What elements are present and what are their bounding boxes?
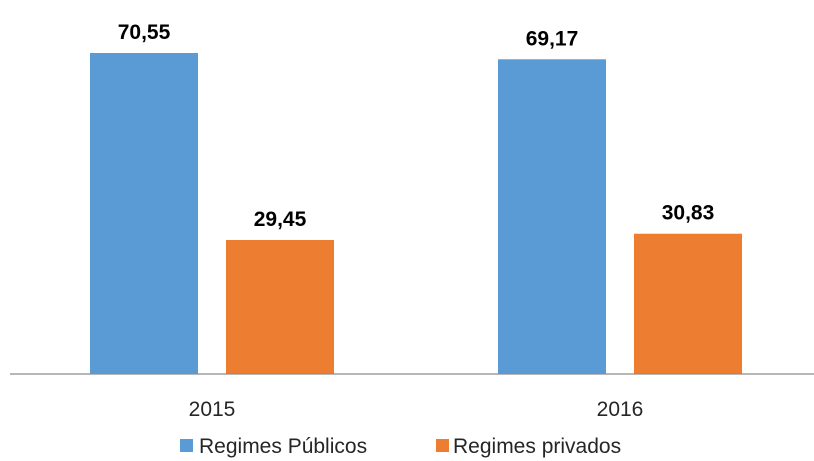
- bar-publicos-2015: [90, 53, 198, 374]
- data-label-publicos-2015: 70,55: [118, 21, 171, 44]
- bar-privados-2015: [226, 240, 334, 374]
- legend-swatch-publicos: [180, 439, 193, 452]
- data-label-publicos-2016: 69,17: [526, 27, 579, 50]
- bars-group: [90, 53, 742, 374]
- data-label-privados-2015: 29,45: [254, 208, 307, 231]
- bar-publicos-2016: [498, 59, 606, 374]
- bar-privados-2016: [634, 233, 742, 374]
- x-tick-label-2015: 2015: [189, 398, 236, 421]
- legend-label-privados: Regimes privados: [453, 435, 621, 458]
- data-label-privados-2016: 30,83: [662, 202, 715, 225]
- x-tick-label-2016: 2016: [597, 398, 644, 421]
- legend: Regimes Públicos Regimes privados: [180, 435, 621, 458]
- legend-label-publicos: Regimes Públicos: [199, 435, 367, 458]
- x-tick-labels: 2015 2016: [189, 398, 644, 421]
- data-labels-group: 70,55 29,45 69,17 30,83: [118, 21, 715, 231]
- legend-swatch-privados: [436, 439, 449, 452]
